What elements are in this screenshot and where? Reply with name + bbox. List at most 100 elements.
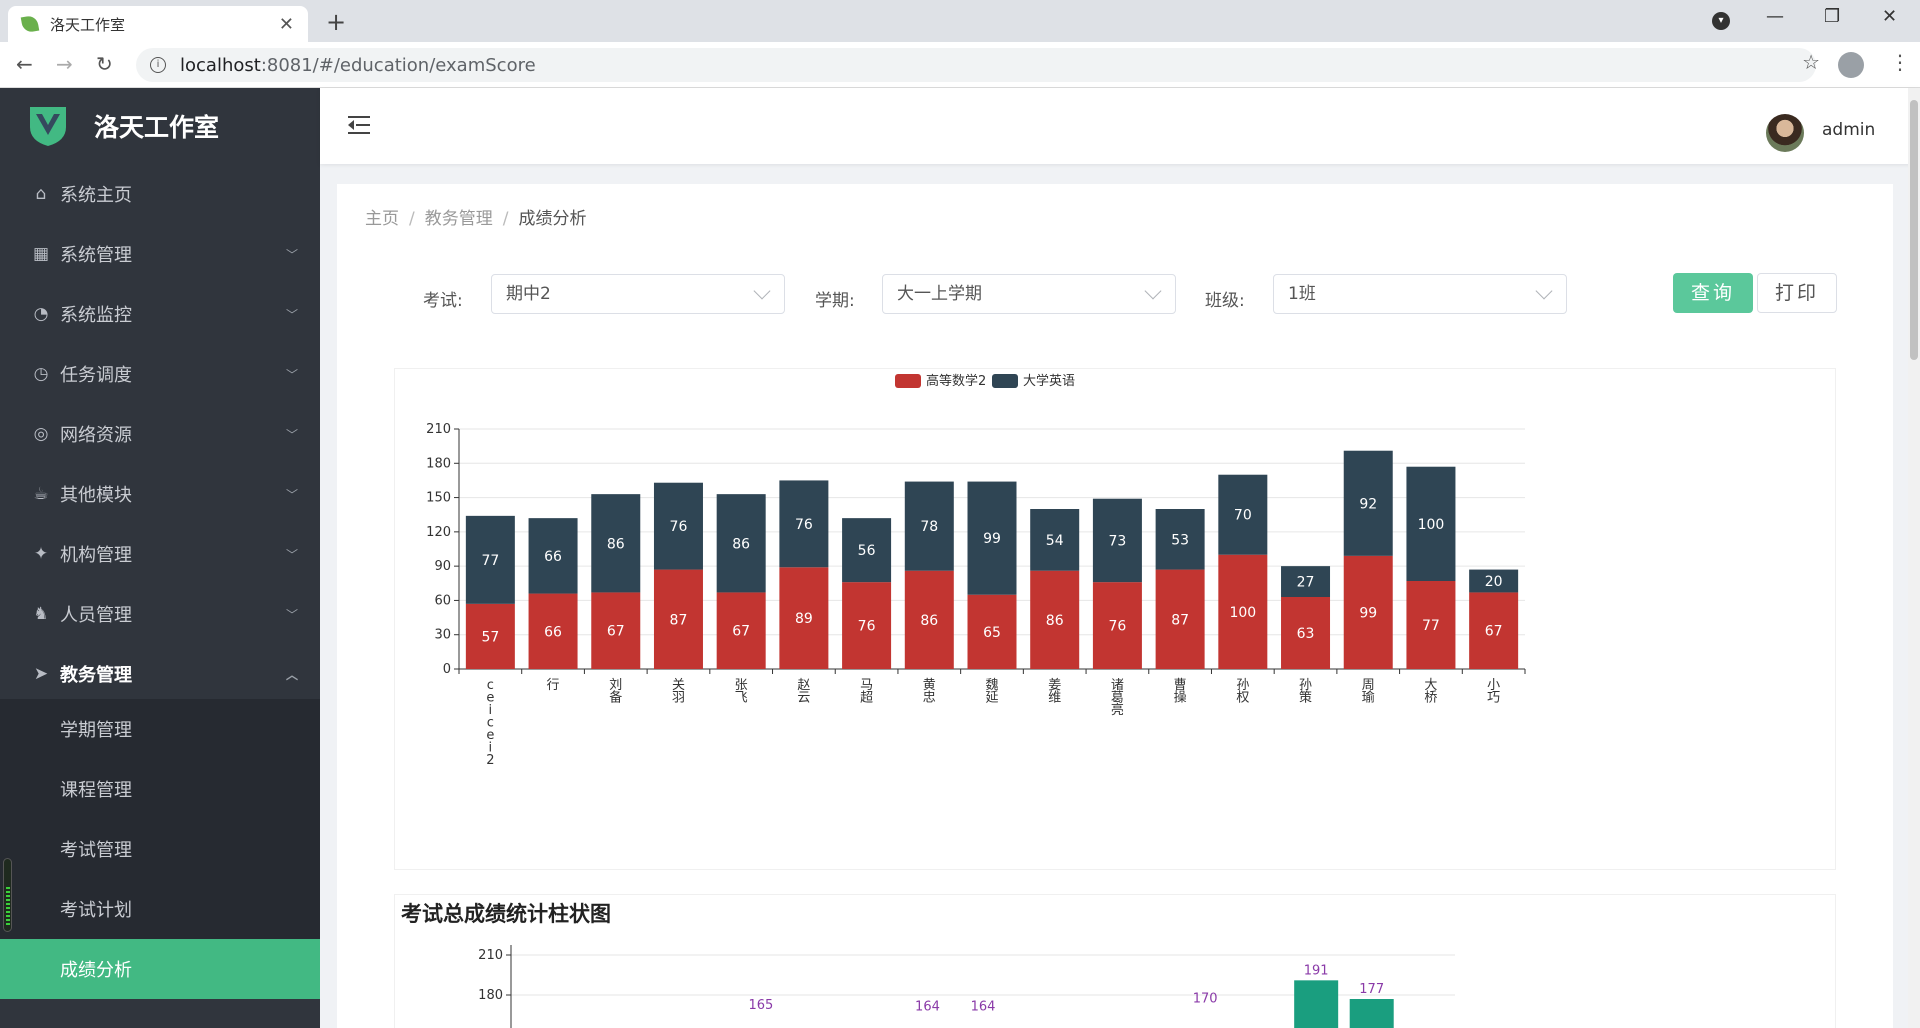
menu-icon: ◔ (33, 304, 49, 324)
data-label-english: 76 (670, 519, 688, 535)
leaf-favicon-icon (20, 14, 40, 34)
data-label-math: 76 (1108, 619, 1126, 635)
bar-math (904, 570, 954, 669)
data-label-english: 70 (1234, 508, 1252, 524)
chevron-down-icon (1535, 282, 1553, 300)
exam-select[interactable]: 期中2 (491, 274, 785, 314)
data-label-english: 53 (1171, 532, 1189, 548)
sidebar-item-8[interactable]: ➤ 教务管理 ︿ (0, 644, 320, 704)
bar-english (967, 481, 1017, 595)
sidebar-item-1[interactable]: ▦ 系统管理 ﹀ (0, 224, 320, 284)
x-tick-label: 巧 (1487, 691, 1500, 706)
sidebar-subitem-0[interactable]: 学期管理 (0, 699, 320, 759)
collapse-menu-icon[interactable] (348, 116, 370, 134)
menu-icon: ☕ (33, 484, 49, 504)
forward-icon[interactable]: → (56, 52, 73, 76)
breadcrumb-separator: / (502, 209, 509, 229)
sidebar-item-7[interactable]: ♞ 人员管理 ﹀ (0, 584, 320, 644)
data-label-math: 99 (1359, 605, 1377, 621)
data-label-english: 99 (983, 531, 1001, 547)
bar-english (528, 518, 578, 594)
sidebar-item-label: 网络资源 (60, 425, 132, 446)
restore-icon[interactable]: ❐ (1824, 6, 1841, 27)
browser-tab[interactable]: 洛天工作室 ✕ (8, 6, 308, 42)
chrome-profile-icon[interactable]: ▾ (1712, 12, 1730, 30)
sidebar-subitem-label: 学期管理 (60, 720, 132, 741)
sidebar-item-label: 机构管理 (60, 545, 132, 566)
chevron-down-icon (753, 282, 771, 300)
breadcrumb-home[interactable]: 主页 (365, 209, 399, 229)
sidebar-item-4[interactable]: ◎ 网络资源 ﹀ (0, 404, 320, 464)
sidebar-subitem-3[interactable]: 考试计划 (0, 879, 320, 939)
y-tick-label: 150 (426, 491, 451, 506)
site-info-icon[interactable]: i (150, 57, 166, 73)
avatar[interactable] (1766, 114, 1804, 152)
reload-icon[interactable]: ↻ (96, 52, 113, 76)
sidebar-item-3[interactable]: ◷ 任务调度 ﹀ (0, 344, 320, 404)
bar-math (1155, 569, 1205, 669)
class-select-value: 1班 (1288, 284, 1316, 304)
chevron-down-icon: ﹀ (285, 247, 298, 262)
x-tick-label: 魏 (985, 678, 998, 693)
username[interactable]: admin (1822, 120, 1876, 140)
chevron-down-icon: ﹀ (285, 307, 298, 322)
bar-english (1406, 466, 1456, 581)
menu-icon: ◷ (33, 364, 49, 384)
logo[interactable]: 洛天工作室 (0, 88, 320, 164)
browser-tab-bar: 洛天工作室 ✕ + ▾ — ❐ ✕ (0, 0, 1920, 42)
total-score-chart-panel: 210 180 165 164 164 170 191 177 (394, 894, 1836, 1028)
page-scrollbar-thumb[interactable] (1910, 100, 1918, 360)
bar-english (591, 494, 641, 593)
x-tick-label: 孙 (1299, 678, 1312, 693)
print-button[interactable]: 打印 (1757, 273, 1837, 313)
x-tick-label: 曹 (1174, 678, 1187, 693)
sidebar-item-2[interactable]: ◔ 系统监控 ﹀ (0, 284, 320, 344)
sidebar-subitem-label: 课程管理 (60, 780, 132, 801)
close-window-icon[interactable]: ✕ (1882, 6, 1898, 27)
new-tab-icon[interactable]: + (326, 8, 347, 36)
sidebar-subitem-4[interactable]: 成绩分析 (0, 939, 320, 999)
sidebar: 洛天工作室 ⌂ 系统主页 ▦ 系统管理 ﹀ ◔ 系统监控 ﹀ ◷ 任务调度 ﹀ ◎ 网络资源 ﹀ ☕ 其他模块… (0, 88, 320, 1028)
legend-label: 大学英语 (1023, 373, 1075, 389)
y-tick-label: 90 (434, 559, 451, 574)
minimize-icon[interactable]: — (1766, 6, 1784, 27)
data-label-english: 66 (544, 549, 562, 565)
browser-address-bar: ← → ↻ i localhost:8081/#/education/examS… (0, 42, 1920, 88)
data-label-english: 54 (1046, 533, 1064, 549)
chevron-down-icon: ﹀ (285, 547, 298, 562)
data-label-english: 27 (1297, 575, 1315, 591)
browser-menu-icon[interactable]: ⋮ (1890, 50, 1910, 74)
url-input[interactable]: i localhost:8081/#/education/examScore (136, 48, 1816, 82)
bookmark-star-icon[interactable]: ☆ (1802, 50, 1820, 74)
x-tick-label: 行 (547, 678, 560, 693)
sidebar-subitem-label: 考试计划 (60, 900, 132, 921)
x-tick-label: 亮 (1111, 702, 1124, 718)
sidebar-item-6[interactable]: ✦ 机构管理 ﹀ (0, 524, 320, 584)
content-card: 主页 / 教务管理 / 成绩分析 考试: 期中2 学期: 大一上学期 班级: 1班 查询… (337, 184, 1893, 1028)
account-icon[interactable] (1838, 52, 1864, 78)
exam-select-value: 期中2 (506, 284, 551, 304)
sidebar-subitem-1[interactable]: 课程管理 (0, 759, 320, 819)
bar-english (1218, 474, 1268, 555)
bar-english (1092, 498, 1142, 583)
class-select[interactable]: 1班 (1273, 274, 1567, 314)
term-select[interactable]: 大一上学期 (882, 274, 1176, 314)
x-tick-label: 刘 (609, 678, 622, 693)
logo-text: 洛天工作室 (94, 113, 220, 142)
total-bar (1294, 980, 1339, 1028)
tab-close-icon[interactable]: ✕ (278, 13, 294, 35)
x-tick-label: e (486, 728, 494, 743)
x-tick-label: 操 (1174, 690, 1187, 706)
data-label-math: 100 (1229, 605, 1256, 621)
breadcrumb-parent[interactable]: 教务管理 (424, 209, 493, 229)
sidebar-subitem-2[interactable]: 考试管理 (0, 819, 320, 879)
data-label-math: 87 (670, 612, 688, 628)
sidebar-item-5[interactable]: ☕ 其他模块 ﹀ (0, 464, 320, 524)
back-icon[interactable]: ← (16, 52, 33, 76)
top-header: admin (320, 88, 1920, 164)
x-tick-label: c (487, 678, 494, 693)
sidebar-item-0[interactable]: ⌂ 系统主页 (0, 164, 320, 224)
x-tick-label: 大 (1424, 678, 1437, 693)
bar-math (1406, 581, 1456, 669)
query-button[interactable]: 查询 (1673, 273, 1753, 313)
